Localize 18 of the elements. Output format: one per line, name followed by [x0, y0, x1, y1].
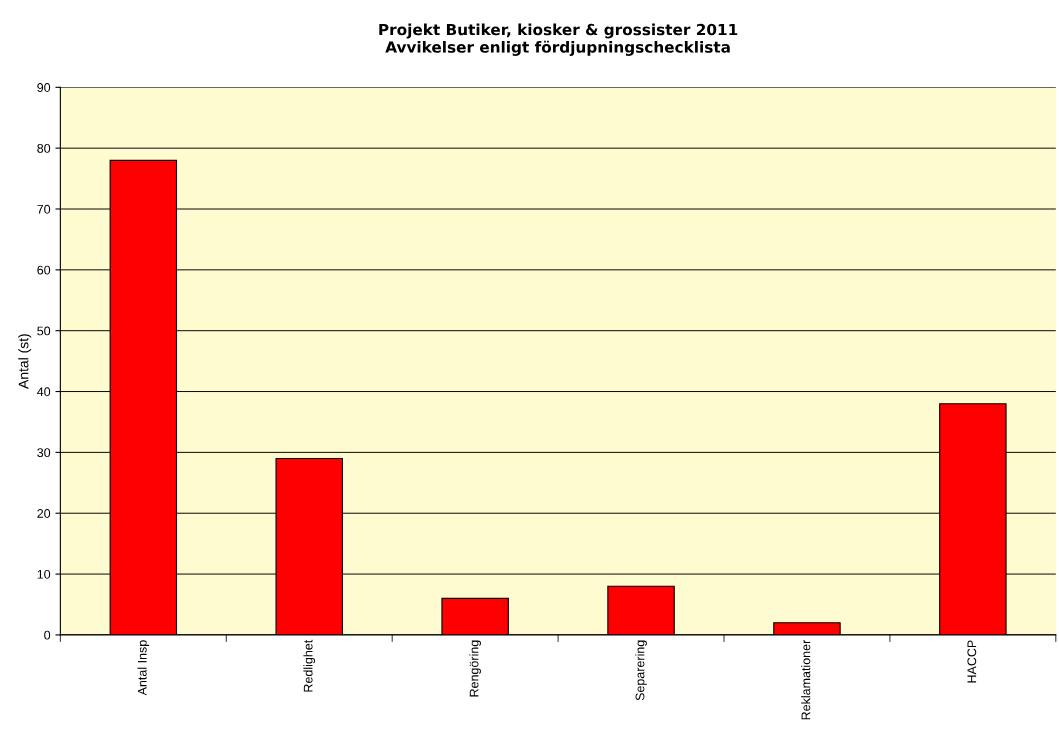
y-tick-label: 30	[37, 448, 51, 458]
y-tick-label: 0	[44, 630, 51, 640]
y-tick-label: 60	[37, 265, 51, 275]
y-tick-label: 50	[37, 326, 51, 336]
chart-title: Projekt Butiker, kiosker & grossister 2011 Avvikelser enligt fördjupningschecklista	[379, 23, 738, 56]
y-tick-label: 70	[37, 204, 51, 214]
x-tick-label: Redlighet	[303, 639, 316, 692]
y-tick-label: 40	[37, 387, 51, 397]
x-tick-label: Reklamationer	[801, 639, 811, 720]
y-axis-title: Antal (st)	[18, 334, 32, 389]
y-tick-label: 10	[37, 569, 51, 579]
y-tick-label: 80	[37, 143, 51, 153]
y-tick-label: 90	[37, 83, 51, 92]
x-tick-label: Rengöring	[469, 640, 481, 697]
x-tick-label: Antal Insp	[137, 640, 150, 696]
x-tick-label: Separering	[635, 640, 647, 701]
x-tick-label: HACCP	[967, 640, 977, 683]
y-tick-label: 20	[37, 509, 51, 518]
